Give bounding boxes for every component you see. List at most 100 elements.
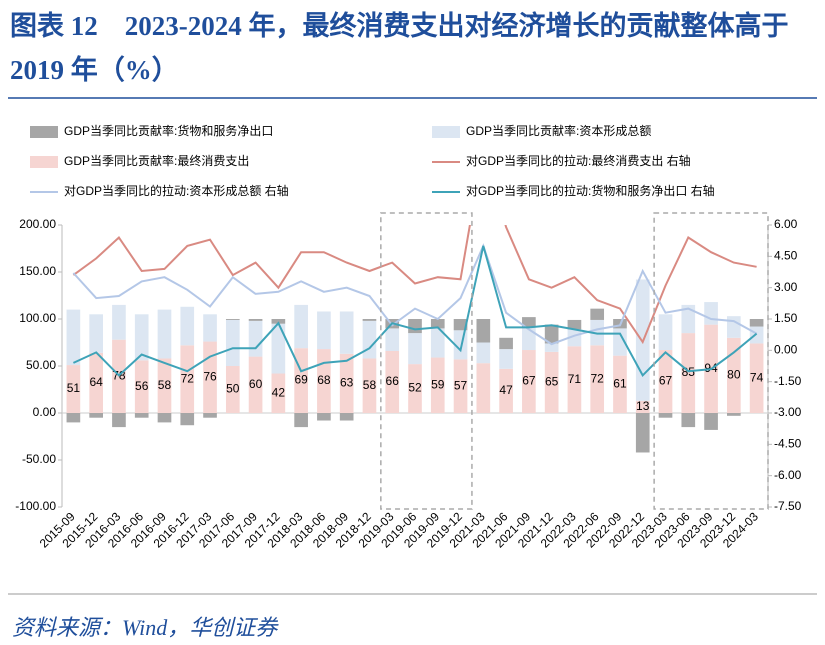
bar-segment (271, 373, 286, 413)
legend-swatch (30, 156, 58, 168)
bar-segment (544, 351, 559, 413)
bar-segment (339, 353, 354, 413)
bar-segment (157, 413, 172, 423)
bar-segment (362, 319, 377, 321)
y-tick-label: 150.00 (19, 264, 56, 278)
bar-segment (157, 309, 172, 359)
bar-segment (727, 337, 741, 413)
bar-segment (658, 314, 673, 351)
y2-tick-label: -6.00 (774, 468, 802, 482)
legend-label: GDP当季同比贡献率:资本形成总额 (466, 123, 651, 138)
bar-segment (522, 350, 536, 413)
bar-segment (704, 413, 718, 430)
y2-tick-label: 0.00 (774, 343, 798, 357)
source-note: 资料来源：Wind，华创证券 (12, 615, 278, 640)
bar-segment (658, 350, 673, 413)
value-label: 67 (522, 374, 536, 388)
y-tick-label: 0.00 (33, 405, 57, 419)
value-label: 61 (613, 377, 627, 391)
bar-segment (134, 314, 149, 361)
y-tick-label: 200.00 (19, 217, 56, 231)
series-line (72, 245, 758, 378)
bar-segment (112, 304, 126, 340)
value-label: 50 (226, 382, 240, 396)
value-label: 13 (636, 399, 650, 413)
bar-segment (339, 413, 354, 421)
y-tick-label: -50.00 (22, 452, 56, 466)
bar-segment (203, 314, 217, 342)
bar-segment (635, 400, 650, 413)
value-label: 56 (135, 379, 149, 393)
legend-swatch (30, 126, 58, 138)
bar-segment (225, 366, 240, 413)
bar-segment (499, 368, 513, 413)
bar-segment (408, 333, 422, 365)
bar-segment (339, 311, 354, 354)
bar-segment (749, 326, 764, 344)
line-layer (72, 225, 758, 378)
value-label: 71 (568, 372, 582, 386)
value-label: 76 (203, 369, 217, 383)
bar-segment (613, 328, 627, 356)
y-tick-label: -100.00 (15, 499, 56, 513)
bar-segment (453, 359, 468, 413)
bar-segment (658, 413, 673, 418)
highlight-box (653, 212, 769, 510)
value-label: 68 (317, 373, 331, 387)
legend-label: GDP当季同比贡献率:货物和服务净出口 (64, 123, 273, 138)
value-label: 47 (499, 383, 513, 397)
value-label: 52 (408, 381, 422, 395)
bar-segment (134, 413, 149, 418)
chart-title: 图表 12 2023-2024 年，最终消费支出对经济增长的贡献整体高于 201… (10, 11, 789, 85)
bar-segment (248, 320, 263, 357)
y2-tick-label: 4.50 (774, 249, 798, 263)
highlight-box (380, 212, 473, 510)
value-label: 60 (249, 377, 263, 391)
series-line (72, 243, 758, 346)
value-label: 59 (431, 377, 445, 391)
value-label: 58 (158, 378, 172, 392)
bar-segment (749, 343, 764, 413)
bar-segment (362, 320, 377, 359)
legend-label: 对GDP当季同比的拉动:最终消费支出 右轴 (466, 153, 691, 168)
bar-segment (180, 306, 195, 346)
y2-tick-label: 1.50 (774, 311, 798, 325)
bar-segment (294, 413, 308, 428)
value-label: 64 (89, 375, 103, 389)
bar-segment (271, 323, 286, 374)
legend-label: 对GDP当季同比的拉动:资本形成总额 右轴 (64, 183, 289, 198)
bar-segment (248, 319, 263, 321)
bar-segment (681, 413, 696, 428)
bar-segment (225, 319, 240, 320)
y2-tick-label: -1.50 (774, 374, 802, 388)
bar-segment (180, 413, 195, 426)
bar-segment (385, 350, 400, 413)
value-label: 74 (750, 370, 764, 384)
value-label: 51 (67, 381, 81, 395)
value-label: 69 (294, 373, 308, 387)
bar-segment (408, 319, 422, 334)
y2-tick-label: 3.00 (774, 280, 798, 294)
bar-segment (362, 358, 377, 413)
bar-segment (89, 352, 103, 413)
y-tick-label: 50.00 (26, 358, 56, 372)
bar-segment (567, 329, 582, 347)
bar-segment (727, 316, 741, 338)
bar-segment (430, 319, 445, 329)
bar-segment (203, 413, 217, 418)
bar-segment (134, 360, 149, 413)
bar-segment (225, 319, 240, 366)
value-label: 58 (363, 378, 377, 392)
bar-segment (294, 304, 308, 349)
bar-segment (476, 363, 491, 413)
bar-segment (157, 358, 172, 413)
value-label: 66 (386, 374, 400, 388)
value-label: 42 (272, 385, 286, 399)
bar-segment (180, 345, 195, 413)
bar-segment (613, 355, 627, 413)
bar-segment (476, 342, 491, 364)
bar-segment (66, 365, 81, 413)
bar-segment (499, 349, 513, 369)
bar-segment (567, 319, 582, 330)
